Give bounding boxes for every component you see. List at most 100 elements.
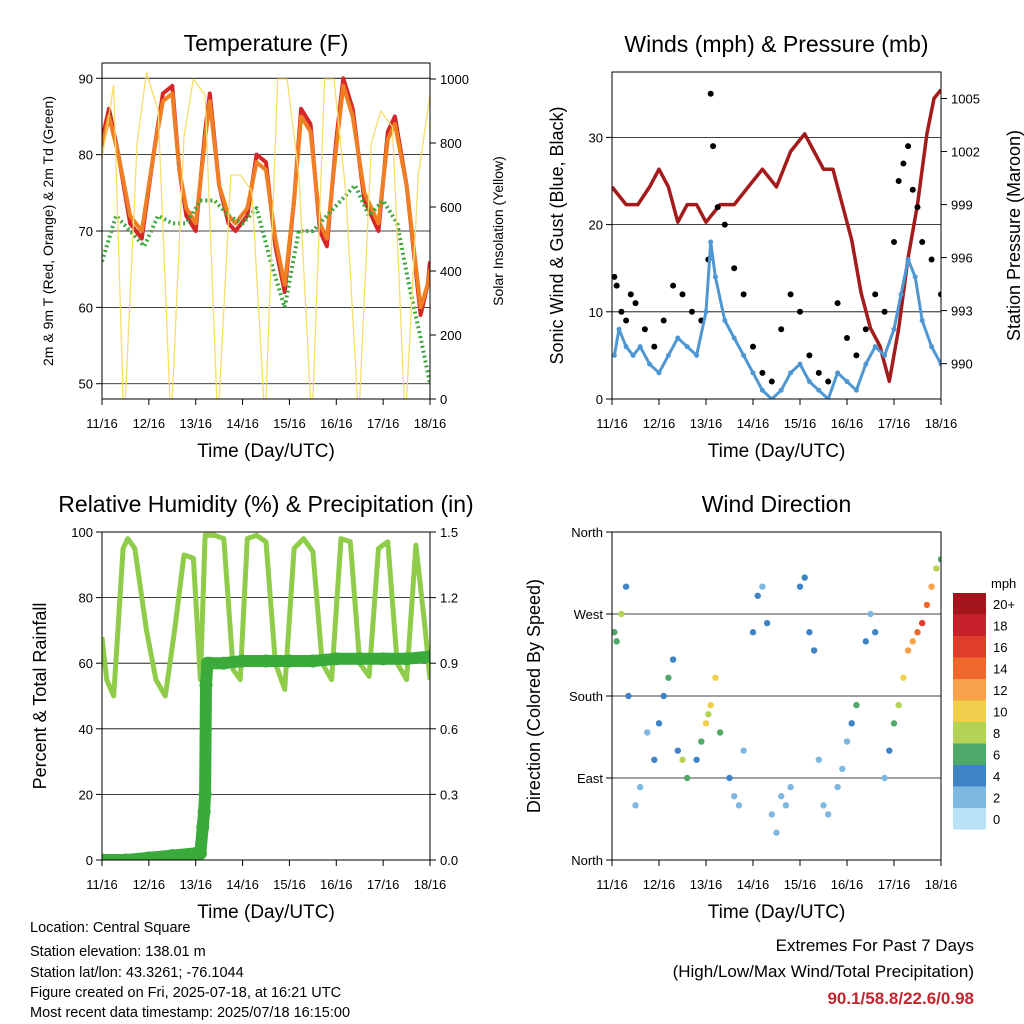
gust-point bbox=[721, 221, 728, 228]
x-tick-label: 18/16 bbox=[414, 877, 447, 892]
wind-point bbox=[806, 379, 812, 385]
y2-tick-label: 800 bbox=[440, 136, 462, 151]
direction-point bbox=[707, 701, 714, 709]
y2-axis-label: Solar Insolation (Yellow) bbox=[490, 156, 506, 306]
direction-point bbox=[787, 783, 794, 791]
wind-point bbox=[616, 326, 622, 332]
gust-point bbox=[872, 291, 879, 298]
gust-point bbox=[632, 300, 639, 307]
wind-point bbox=[919, 318, 925, 324]
direction-point bbox=[872, 629, 879, 636]
gust-point bbox=[707, 90, 714, 97]
legend-swatch bbox=[953, 614, 986, 636]
wind-point bbox=[825, 396, 831, 399]
wind-point bbox=[731, 335, 737, 341]
direction-point bbox=[674, 747, 681, 754]
legend-label: 18 bbox=[993, 619, 1007, 634]
x-tick-label: 11/16 bbox=[596, 877, 628, 892]
legend-swatch bbox=[953, 743, 986, 765]
plot-frame bbox=[611, 531, 942, 861]
created-text: Figure created on Fri, 2025-07-18, at 16… bbox=[30, 985, 342, 1001]
panel-2: Winds (mph) & Pressure (mb) 0 10 20 30 990 993… bbox=[547, 31, 1024, 462]
gust-point bbox=[853, 352, 860, 359]
y2-tick-label: 200 bbox=[440, 328, 462, 343]
direction-point bbox=[796, 583, 804, 590]
y-tick-label: 80 bbox=[79, 591, 93, 606]
direction-point bbox=[679, 756, 686, 763]
direction-point bbox=[684, 774, 691, 782]
direction-point bbox=[726, 774, 733, 782]
wind-point bbox=[712, 274, 718, 280]
direction-point bbox=[820, 802, 827, 809]
direction-point bbox=[806, 629, 813, 636]
wind-point bbox=[816, 387, 822, 393]
gust-point bbox=[778, 326, 785, 333]
direction-point bbox=[622, 583, 630, 590]
direction-point bbox=[834, 783, 841, 791]
direction-point bbox=[890, 720, 898, 727]
direction-point bbox=[933, 565, 940, 572]
wind-point bbox=[769, 396, 775, 399]
direction-point bbox=[754, 592, 761, 599]
x-tick-label: 17/16 bbox=[878, 877, 911, 892]
legend-swatch bbox=[953, 765, 986, 787]
direction-point bbox=[919, 619, 926, 627]
location-text: Location: Central Square bbox=[30, 920, 191, 936]
y-tick-label: 70 bbox=[79, 224, 93, 239]
direction-point bbox=[705, 711, 712, 718]
legend-title: mph bbox=[991, 576, 1016, 591]
y2-tick-label: 1002 bbox=[951, 145, 980, 160]
direction-point bbox=[909, 638, 916, 645]
x-tick-label: 18/16 bbox=[925, 416, 958, 431]
gust-point bbox=[613, 282, 620, 289]
legend-label: 4 bbox=[993, 769, 1000, 784]
y-tick-label: 60 bbox=[79, 300, 93, 315]
y-axis-label: 2m & 9m T (Red, Orange) & 2m Td (Green) bbox=[40, 96, 56, 366]
direction-point bbox=[749, 629, 757, 636]
gust-point bbox=[881, 308, 888, 315]
wind-point bbox=[891, 326, 897, 332]
x-tick-label: 14/16 bbox=[737, 416, 770, 431]
direction-point bbox=[618, 610, 625, 618]
y-tick-label: 0 bbox=[596, 392, 603, 407]
y-axis-label: Percent & Total Rainfall bbox=[30, 603, 50, 790]
x-tick-label: 15/16 bbox=[273, 877, 306, 892]
direction-point bbox=[731, 793, 738, 800]
gust-point bbox=[740, 291, 747, 298]
direction-point bbox=[773, 829, 780, 836]
wind-point bbox=[694, 352, 700, 358]
gust-point bbox=[905, 143, 912, 150]
direction-point bbox=[612, 629, 618, 636]
gust-point bbox=[612, 273, 618, 280]
direction-point bbox=[778, 793, 785, 800]
gust-point bbox=[688, 308, 695, 315]
wind-point bbox=[623, 344, 629, 350]
x-tick-label: 17/16 bbox=[878, 416, 911, 431]
legend-label: 0 bbox=[993, 812, 1000, 827]
y2-tick-label: 1005 bbox=[951, 92, 980, 107]
direction-point bbox=[712, 674, 719, 681]
direction-point bbox=[928, 583, 935, 590]
wind-point bbox=[905, 256, 911, 262]
wind-point bbox=[750, 370, 756, 376]
wind-point bbox=[912, 274, 918, 280]
y-tick-label: 80 bbox=[79, 148, 93, 163]
extremes-subheading: (High/Low/Max Wind/Total Precipitation) bbox=[672, 962, 974, 981]
direction-point bbox=[768, 811, 775, 818]
x-axis-label: Time (Day/UTC) bbox=[197, 902, 335, 923]
direction-point bbox=[914, 629, 921, 636]
legend-swatch bbox=[953, 786, 986, 808]
y2-tick-label: 999 bbox=[951, 198, 973, 213]
panel-3: Relative Humidity (%) & Precipitation (i… bbox=[30, 491, 474, 923]
x-tick-label: 18/16 bbox=[414, 416, 447, 431]
direction-point bbox=[839, 765, 846, 773]
panel-4: Wind Direction North East South West North 11/… bbox=[524, 491, 1016, 923]
direction-point bbox=[881, 774, 888, 782]
x-tick-label: 16/16 bbox=[320, 877, 353, 892]
y2-axis-label: Station Pressure (Maroon) bbox=[1004, 130, 1024, 341]
series-pressure bbox=[612, 88, 941, 384]
x-tick-label: 15/16 bbox=[784, 416, 817, 431]
precip-line bbox=[102, 650, 430, 860]
plot-frame bbox=[611, 71, 942, 400]
